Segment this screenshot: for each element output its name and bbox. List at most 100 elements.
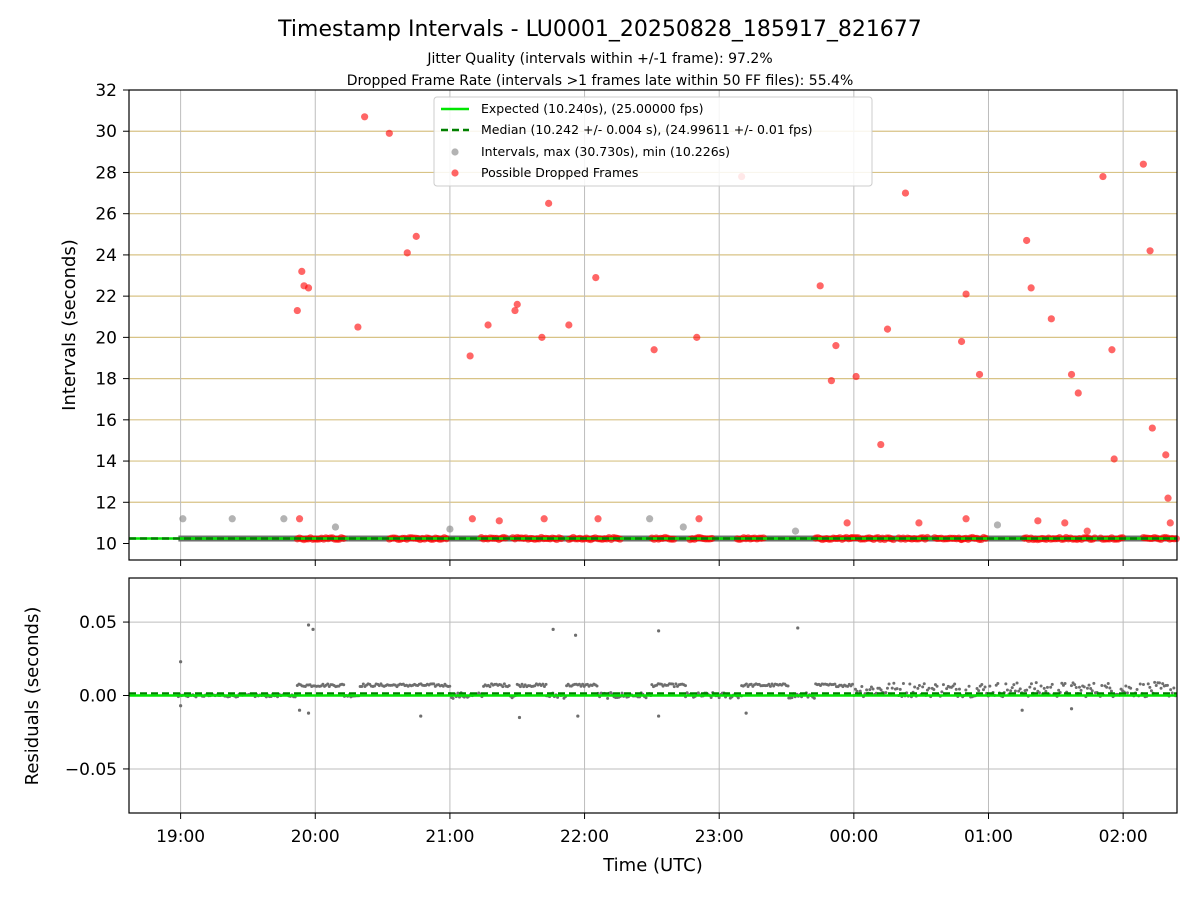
dropped-frame-point [403,249,411,257]
residual-point [1037,691,1041,695]
residual-point [1106,681,1110,685]
dropped-frame-point [1162,451,1170,459]
dropped-frame-point [495,517,503,525]
dropped-frame-point [354,323,362,331]
residual-point [1077,685,1081,689]
residual-point [451,696,455,700]
residual-point [833,682,837,686]
residual-point [488,685,492,689]
dropped-frame-point [695,515,703,523]
legend: Expected (10.240s), (25.00000 fps) Media… [433,96,873,187]
dropped-frame-point [1108,346,1116,354]
dropped-frame-point [1146,247,1154,255]
residual-point [940,690,944,694]
residual-point [1034,681,1038,685]
residual-point [1073,683,1077,687]
residual-point [657,714,661,718]
residual-point [850,682,854,686]
residual-point [1018,687,1022,691]
residual-point [577,682,581,686]
dropped-frame-point [827,377,836,385]
residual-point [1154,683,1158,687]
residual-point [1079,688,1083,692]
residual-point [895,687,899,691]
top-y-tick-label: 24 [95,246,117,266]
residual-point [1149,689,1153,693]
dropped-frame-point [1034,517,1042,525]
residual-point [767,682,771,686]
legend-median-label: Median (10.242 +/- 0.004 s), (24.99611 +… [481,122,812,137]
x-tick-label: 00:00 [829,827,878,847]
dropped-frame-point [295,515,304,523]
top-y-tick-label: 26 [95,205,117,225]
top-interval-points [179,515,1002,535]
dropped-frame-point [1148,424,1156,432]
residual-point [908,682,912,686]
residual-point [674,682,678,686]
residual-point [432,682,436,686]
dropped-frame-point [962,290,970,298]
residual-point [868,688,872,692]
residual-point [1020,708,1024,712]
residual-point [1063,681,1067,685]
x-tick-label: 23:00 [695,827,744,847]
residual-point [1074,685,1078,689]
top-y-tick-label: 30 [95,122,117,142]
residual-point [1159,686,1163,690]
residual-point [441,684,445,688]
top-x-ticks [180,560,1124,566]
residual-point [885,686,889,690]
bottom-y-tick-label: 0.00 [79,687,117,707]
residual-point [1045,685,1049,689]
dropped-frame-point [832,342,840,350]
residual-point [1092,681,1096,685]
residual-point [306,711,311,715]
residual-point [342,683,346,687]
residual-point [1039,684,1043,688]
dropped-frame-point [298,267,306,276]
top-panel: 10 12 14 16 18 20 22 24 26 28 30 32 Intervals (seco… [59,81,1180,566]
residual-point [953,682,957,686]
legend-intervals-marker [451,148,459,156]
residual-point [898,687,902,691]
residual-point [620,691,624,695]
bottom-x-ticks: 19:00 20:00 21:00 22:00 23:00 00:00 01:00 02:00 [156,813,1148,847]
legend-dropped-label: Possible Dropped Frames [481,165,638,180]
residual-point [1108,686,1112,690]
residual-point [951,684,955,688]
residual-point [884,691,888,695]
x-axis-label: Time (UTC) [602,855,703,876]
residual-point [932,688,936,692]
residual-point [996,682,1000,686]
residual-point [917,684,921,688]
x-tick-label: 20:00 [291,827,340,847]
residual-point [542,684,546,688]
residual-point [657,629,661,633]
dropped-frame-point [540,515,548,523]
residual-point [306,623,311,627]
residual-point [1172,686,1176,690]
residual-point [644,696,648,700]
residual-point [606,696,610,700]
top-y-tick-label: 16 [95,411,117,431]
legend-dropped-marker [451,169,459,177]
top-y-tick-label: 20 [95,328,117,348]
residual-point [927,686,931,690]
residual-point [1033,687,1037,691]
dropped-frame-point [1166,519,1174,527]
residual-point [1010,686,1014,690]
residual-point [1005,688,1009,692]
top-y-tick-label: 28 [95,163,117,183]
residual-point [1141,682,1145,686]
residual-point [736,696,740,700]
residual-point [1042,686,1046,690]
residual-point [1015,681,1019,685]
dropped-frame-point [592,273,600,282]
bottom-y-tick-label: −0.05 [65,760,117,780]
residual-point [790,696,794,700]
residual-point [786,684,790,688]
interval-point [646,515,654,523]
residual-point [869,685,873,689]
residual-point [749,682,753,686]
